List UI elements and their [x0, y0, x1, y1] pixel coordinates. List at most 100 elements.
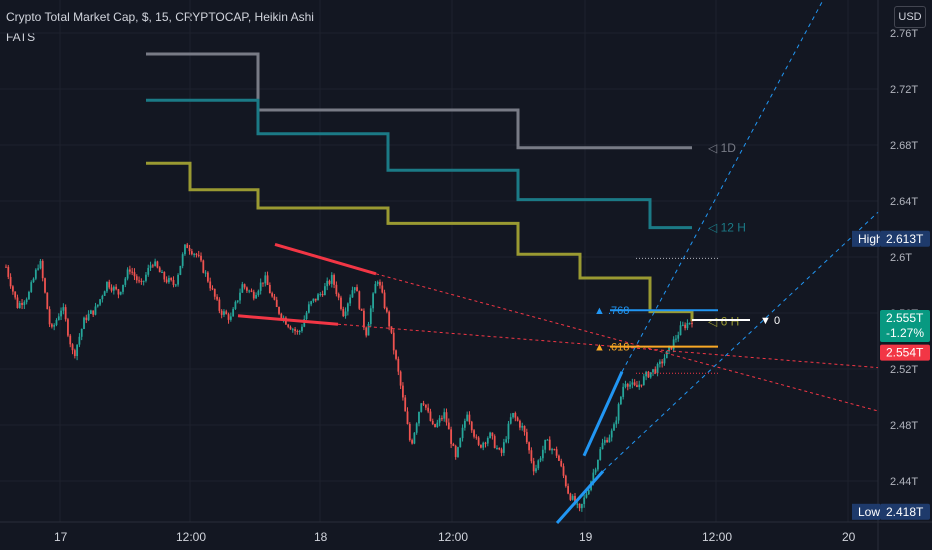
candle-body — [179, 265, 182, 275]
candle-body — [236, 300, 239, 302]
candle-body — [64, 307, 67, 320]
y-tick-label: 2.48T — [890, 420, 918, 432]
candle-body — [140, 280, 143, 282]
candle-body — [9, 276, 12, 287]
candle-body — [158, 267, 161, 273]
candle-body — [665, 350, 668, 359]
candle-body — [654, 369, 657, 374]
candle-body — [491, 432, 494, 437]
candle-body — [67, 319, 69, 336]
candle-body — [523, 425, 526, 433]
low-tag-bg — [852, 503, 880, 520]
candle-body — [287, 324, 290, 327]
candle-body — [103, 291, 106, 296]
candle-body — [553, 449, 556, 451]
candle-body — [642, 376, 645, 386]
candle-body — [85, 317, 88, 321]
candle-body — [385, 308, 388, 312]
candle-body — [83, 317, 85, 329]
channel-upper-ext — [621, 0, 824, 373]
candle-body — [108, 281, 111, 288]
candle-body — [99, 299, 101, 305]
candle-body — [128, 269, 131, 272]
candle-body — [413, 432, 416, 444]
candle-body — [165, 279, 168, 283]
high-tag-bg — [852, 230, 880, 247]
candle-body — [649, 372, 652, 378]
candle-body — [23, 302, 26, 305]
candle-body — [234, 301, 237, 309]
candle-body — [7, 266, 10, 277]
trendline-upper-ext — [375, 273, 879, 412]
candle-body — [298, 330, 301, 332]
candle-body — [376, 281, 379, 285]
candle-body — [603, 440, 606, 443]
trendline-upper — [274, 242, 377, 276]
candle-body — [594, 469, 597, 473]
currency-button[interactable]: USD — [894, 6, 926, 28]
candle-body — [39, 260, 42, 269]
candle-body — [119, 291, 122, 295]
candle-body — [443, 412, 446, 419]
candle-body — [268, 284, 271, 294]
candle-body — [459, 438, 462, 448]
candle-body — [170, 277, 173, 281]
candle-body — [610, 430, 613, 438]
candle-body — [608, 437, 611, 443]
candle-body — [473, 430, 475, 437]
candle-body — [418, 411, 420, 424]
channel-upper — [582, 371, 624, 457]
candle-body — [360, 308, 363, 311]
candle-body — [498, 447, 501, 450]
candle-body — [583, 497, 586, 504]
candle-body — [204, 272, 207, 274]
y-tick-label: 2.76T — [890, 28, 918, 40]
candle-body — [92, 310, 95, 315]
candle-body — [677, 335, 680, 339]
candle-body — [181, 254, 184, 266]
candle-body — [652, 369, 654, 373]
fats-step-line — [146, 161, 694, 322]
candle-body — [273, 296, 276, 300]
candle-body — [124, 278, 127, 285]
x-tick-label: 12:00 — [176, 530, 206, 544]
candle-body — [112, 286, 115, 291]
candle-body — [406, 411, 409, 424]
candle-body — [241, 284, 244, 293]
candle-body — [661, 361, 664, 364]
candle-body — [571, 496, 574, 500]
candle-body — [346, 303, 349, 312]
candle-body — [243, 284, 246, 288]
candle-body — [535, 468, 537, 472]
candle-body — [379, 281, 381, 286]
candle-body — [135, 276, 138, 281]
candle-body — [356, 287, 358, 292]
candle-body — [69, 335, 72, 345]
candle-body — [509, 417, 512, 424]
candle-body — [239, 292, 241, 301]
candle-body — [266, 275, 269, 285]
candle-body — [55, 320, 58, 326]
candle-body — [307, 304, 310, 313]
candle-body — [502, 442, 505, 453]
candle-body — [372, 293, 374, 309]
candle-body — [688, 322, 691, 324]
candle-body — [422, 403, 425, 405]
candle-body — [567, 486, 570, 494]
candle-body — [223, 311, 225, 315]
candle-body — [383, 292, 386, 309]
candle-body — [367, 323, 370, 336]
candle-body — [326, 280, 329, 287]
candle-body — [562, 466, 565, 476]
candle-body — [668, 346, 670, 351]
candle-body — [5, 266, 7, 268]
candle-body — [606, 440, 609, 443]
x-tick-label: 19 — [579, 530, 593, 544]
chart-title: Crypto Total Market Cap, $, 15, CRYPTOCA… — [6, 10, 314, 24]
candle-body — [420, 403, 423, 412]
candle-body — [262, 282, 264, 284]
candle-body — [206, 272, 209, 282]
candle-body — [587, 489, 590, 495]
candle-body — [619, 396, 622, 405]
